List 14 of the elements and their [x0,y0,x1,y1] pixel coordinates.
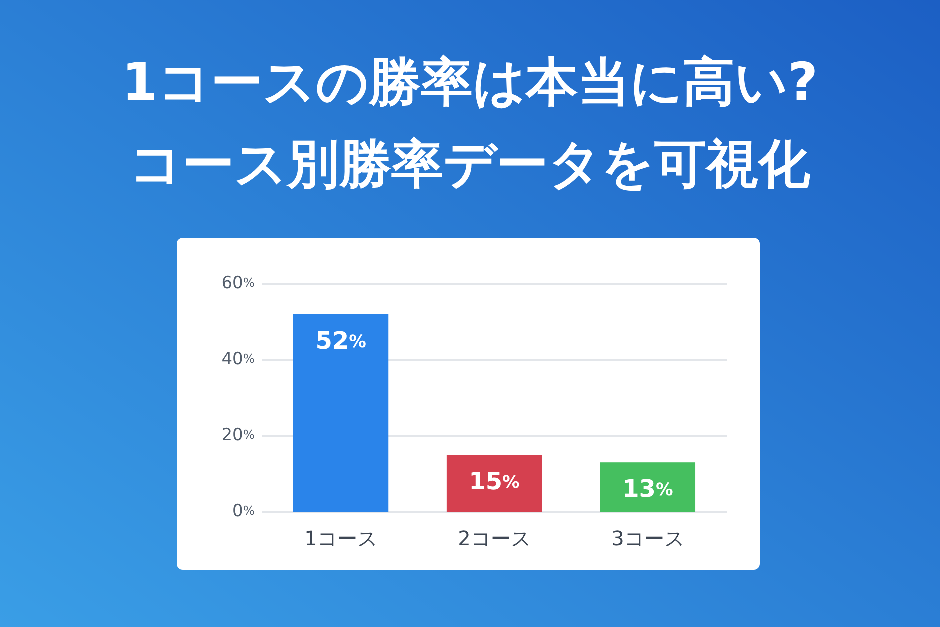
y-tick-label: 60% [222,274,255,294]
data-label: 13% [622,475,674,504]
x-tick-label: 1コース [304,526,378,550]
y-tick-label: 0% [232,502,255,522]
y-tick-label: 40% [222,350,255,370]
y-tick-label: 20% [222,426,255,446]
bar [293,314,389,512]
data-label: 52% [316,326,366,355]
chart-title: 1コースの勝率は本当に高い? コース別勝率データを可視化 [122,53,818,195]
bar [446,455,542,512]
bar [600,462,696,512]
data-label: 15% [469,468,520,496]
x-tick-label: 2コース [458,526,531,550]
x-tick-label: 3コース [612,526,684,550]
